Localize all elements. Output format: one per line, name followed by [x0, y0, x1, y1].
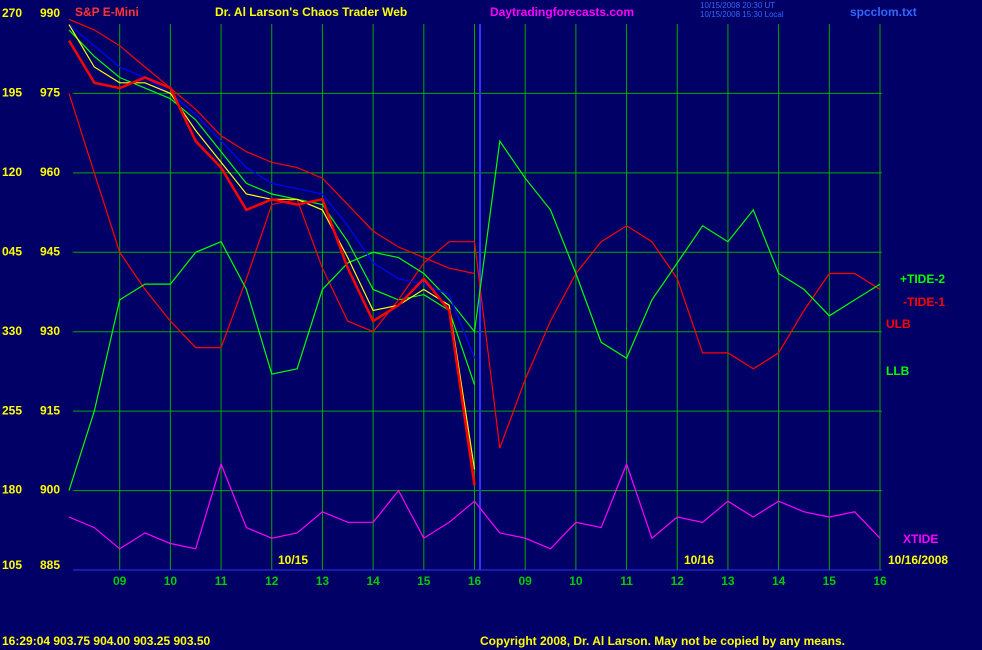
- legend-label: XTIDE: [903, 532, 938, 546]
- y2-tick-label: 105: [2, 558, 22, 572]
- y-tick-label: 885: [40, 558, 60, 572]
- y-tick-label: 900: [40, 483, 60, 497]
- x-tick-label: 16: [468, 574, 482, 588]
- x-tick-label: 12: [265, 574, 279, 588]
- y2-tick-label: 045: [2, 244, 22, 258]
- legend-label: -TIDE-1: [903, 295, 945, 309]
- series-line: [67, 39, 476, 486]
- x-tick-label: 11: [215, 574, 228, 588]
- y2-tick-label: 195: [2, 86, 22, 100]
- y2-tick-label: 120: [2, 165, 22, 179]
- x-tick-label: 10: [164, 574, 178, 588]
- y2-tick-label: 180: [2, 483, 22, 497]
- x-tick-label: 13: [316, 574, 330, 588]
- y2-tick-label: 270: [2, 6, 22, 20]
- x-tick-label: 14: [772, 574, 786, 588]
- date-label: 10/16: [684, 553, 714, 567]
- legend-label: ULB: [886, 317, 911, 331]
- x-tick-label: 09: [519, 574, 533, 588]
- x-tick-label: 09: [113, 574, 127, 588]
- chart-title: Dr. Al Larson's Chaos Trader Web: [215, 5, 407, 19]
- series-line: [68, 462, 881, 550]
- file-name: spcclom.txt: [850, 5, 917, 19]
- legend-label: LLB: [886, 364, 910, 378]
- y-tick-label: 945: [40, 244, 60, 258]
- website: Daytradingforecasts.com: [490, 5, 634, 19]
- y2-tick-label: 330: [2, 324, 22, 338]
- x-tick-label: 15: [823, 574, 837, 588]
- copyright: Copyright 2008, Dr. Al Larson. May not b…: [480, 634, 845, 648]
- x-tick-label: 14: [366, 574, 380, 588]
- symbol: S&P E-Mini: [75, 5, 139, 19]
- x-tick-label: 13: [721, 574, 735, 588]
- y-tick-label: 975: [40, 86, 60, 100]
- y-tick-label: 930: [40, 324, 60, 338]
- x-tick-label: 15: [417, 574, 431, 588]
- x-tick-label: 10: [569, 574, 583, 588]
- status-bar: 16:29:04 903.75 904.00 903.25 903.50: [2, 634, 211, 648]
- date-label: 10/16/2008: [888, 553, 948, 567]
- series-line: [68, 93, 881, 449]
- legend-label: +TIDE-2: [900, 272, 945, 286]
- y2-tick-label: 255: [2, 403, 22, 417]
- x-tick-label: 12: [671, 574, 685, 588]
- date-label: 10/15: [278, 553, 308, 567]
- x-tick-label: 16: [873, 574, 887, 588]
- series-line: [68, 139, 881, 491]
- timestamp: 10/15/2008 20:30 UT: [700, 1, 775, 10]
- timestamp: 10/15/2008 15:30 Local: [700, 10, 784, 19]
- y-tick-label: 960: [40, 165, 60, 179]
- y-tick-label: 915: [40, 403, 60, 417]
- x-tick-label: 11: [620, 574, 633, 588]
- y-tick-label: 990: [40, 6, 60, 20]
- series-line: [68, 18, 475, 275]
- series-line: [68, 24, 476, 359]
